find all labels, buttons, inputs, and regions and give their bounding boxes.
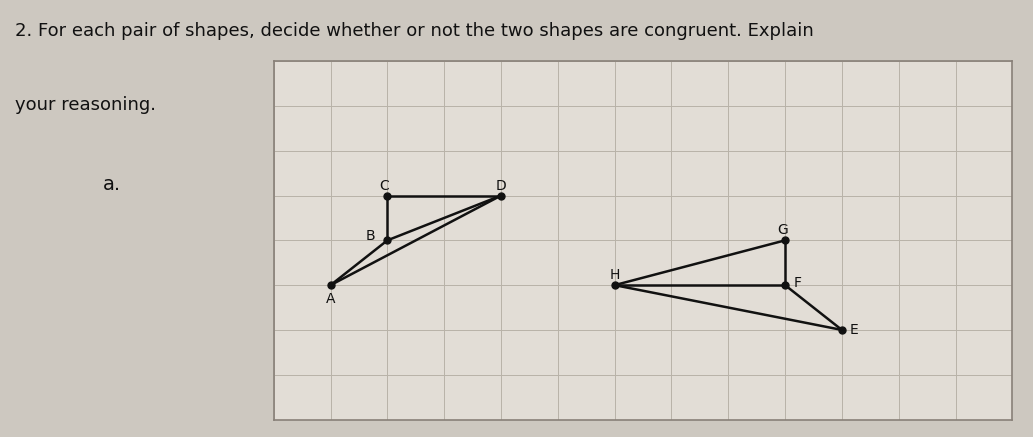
Text: E: E: [850, 323, 858, 337]
Text: C: C: [380, 179, 389, 193]
Text: 2. For each pair of shapes, decide whether or not the two shapes are congruent. : 2. For each pair of shapes, decide wheth…: [15, 22, 814, 40]
Text: F: F: [793, 276, 802, 290]
Text: H: H: [609, 268, 620, 282]
Text: your reasoning.: your reasoning.: [15, 96, 156, 114]
Text: a.: a.: [103, 175, 122, 194]
Text: G: G: [777, 223, 787, 237]
Text: A: A: [325, 291, 336, 305]
Text: B: B: [366, 229, 375, 243]
Text: D: D: [496, 179, 506, 193]
